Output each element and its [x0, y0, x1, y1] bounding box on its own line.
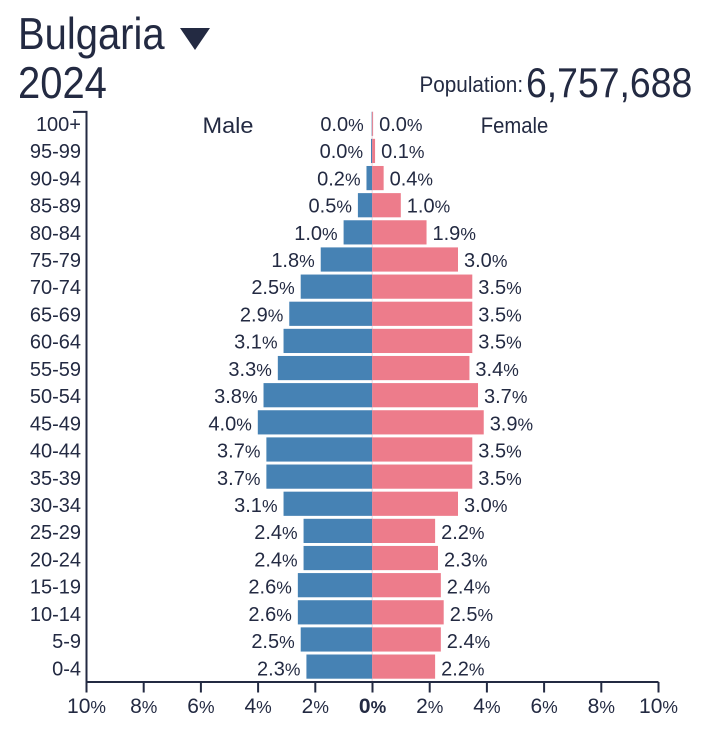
svg-text:1.9%: 1.9%	[433, 223, 476, 245]
svg-text:100+: 100+	[36, 114, 81, 136]
svg-text:3.0%: 3.0%	[464, 250, 507, 272]
svg-text:25-29: 25-29	[30, 522, 81, 544]
svg-text:10%: 10%	[639, 695, 678, 718]
svg-text:40-44: 40-44	[30, 441, 81, 463]
svg-text:2%: 2%	[416, 695, 443, 718]
svg-text:90-94: 90-94	[30, 168, 81, 190]
svg-text:8%: 8%	[130, 695, 157, 718]
svg-text:10-14: 10-14	[30, 604, 81, 626]
svg-text:3.5%: 3.5%	[478, 332, 521, 354]
svg-text:0-4: 0-4	[52, 658, 81, 680]
svg-text:2.3%: 2.3%	[444, 549, 487, 571]
svg-text:0.1%: 0.1%	[381, 141, 424, 163]
svg-text:3.5%: 3.5%	[478, 441, 521, 463]
svg-text:3.0%: 3.0%	[464, 495, 507, 517]
svg-text:3.7%: 3.7%	[217, 468, 260, 490]
svg-text:3.1%: 3.1%	[234, 332, 277, 354]
svg-text:6%: 6%	[187, 695, 214, 718]
svg-text:1.0%: 1.0%	[294, 223, 337, 245]
svg-text:0.0%: 0.0%	[320, 114, 363, 136]
svg-text:3.1%: 3.1%	[234, 495, 277, 517]
svg-text:2.9%: 2.9%	[240, 304, 283, 326]
svg-text:3.5%: 3.5%	[478, 468, 521, 490]
svg-text:0.4%: 0.4%	[390, 168, 433, 190]
svg-text:2.2%: 2.2%	[441, 522, 484, 544]
svg-text:2.5%: 2.5%	[450, 604, 493, 626]
svg-text:2.4%: 2.4%	[254, 522, 297, 544]
svg-text:Male: Male	[203, 113, 254, 138]
svg-text:1.8%: 1.8%	[271, 250, 314, 272]
svg-text:0.0%: 0.0%	[320, 141, 363, 163]
svg-text:10%: 10%	[67, 695, 106, 718]
svg-text:4%: 4%	[244, 695, 271, 718]
svg-text:2.2%: 2.2%	[441, 658, 484, 680]
svg-text:4.0%: 4.0%	[208, 413, 251, 435]
svg-text:55-59: 55-59	[30, 359, 81, 381]
svg-text:60-64: 60-64	[30, 332, 81, 354]
svg-text:30-34: 30-34	[30, 495, 81, 517]
svg-text:3.9%: 3.9%	[490, 413, 533, 435]
svg-text:20-24: 20-24	[30, 549, 81, 571]
svg-text:Female: Female	[481, 113, 549, 138]
svg-text:2.6%: 2.6%	[248, 577, 291, 599]
svg-text:3.8%: 3.8%	[214, 386, 257, 408]
svg-text:70-74: 70-74	[30, 277, 81, 299]
svg-text:3.7%: 3.7%	[484, 386, 527, 408]
svg-text:0.5%: 0.5%	[309, 196, 352, 218]
svg-text:2.4%: 2.4%	[254, 549, 297, 571]
svg-text:3.4%: 3.4%	[475, 359, 518, 381]
svg-text:0%: 0%	[359, 695, 387, 718]
svg-text:2.4%: 2.4%	[447, 631, 490, 653]
svg-text:85-89: 85-89	[30, 196, 81, 218]
svg-text:3.7%: 3.7%	[217, 441, 260, 463]
svg-text:75-79: 75-79	[30, 250, 81, 272]
svg-text:15-19: 15-19	[30, 577, 81, 599]
svg-text:8%: 8%	[588, 695, 615, 718]
svg-text:2%: 2%	[302, 695, 329, 718]
svg-text:50-54: 50-54	[30, 386, 81, 408]
svg-text:0.0%: 0.0%	[379, 114, 422, 136]
svg-text:2.5%: 2.5%	[251, 631, 294, 653]
svg-text:2.4%: 2.4%	[447, 577, 490, 599]
svg-text:95-99: 95-99	[30, 141, 81, 163]
svg-text:3.3%: 3.3%	[228, 359, 271, 381]
svg-text:3.5%: 3.5%	[478, 304, 521, 326]
svg-text:2.3%: 2.3%	[257, 658, 300, 680]
svg-text:0.2%: 0.2%	[317, 168, 360, 190]
svg-text:80-84: 80-84	[30, 223, 81, 245]
svg-text:2.6%: 2.6%	[248, 604, 291, 626]
svg-text:5-9: 5-9	[52, 631, 81, 653]
svg-text:6%: 6%	[530, 695, 557, 718]
svg-text:65-69: 65-69	[30, 304, 81, 326]
svg-text:3.5%: 3.5%	[478, 277, 521, 299]
svg-text:35-39: 35-39	[30, 468, 81, 490]
svg-text:1.0%: 1.0%	[407, 196, 450, 218]
svg-text:2.5%: 2.5%	[251, 277, 294, 299]
svg-text:4%: 4%	[473, 695, 500, 718]
svg-text:45-49: 45-49	[30, 413, 81, 435]
